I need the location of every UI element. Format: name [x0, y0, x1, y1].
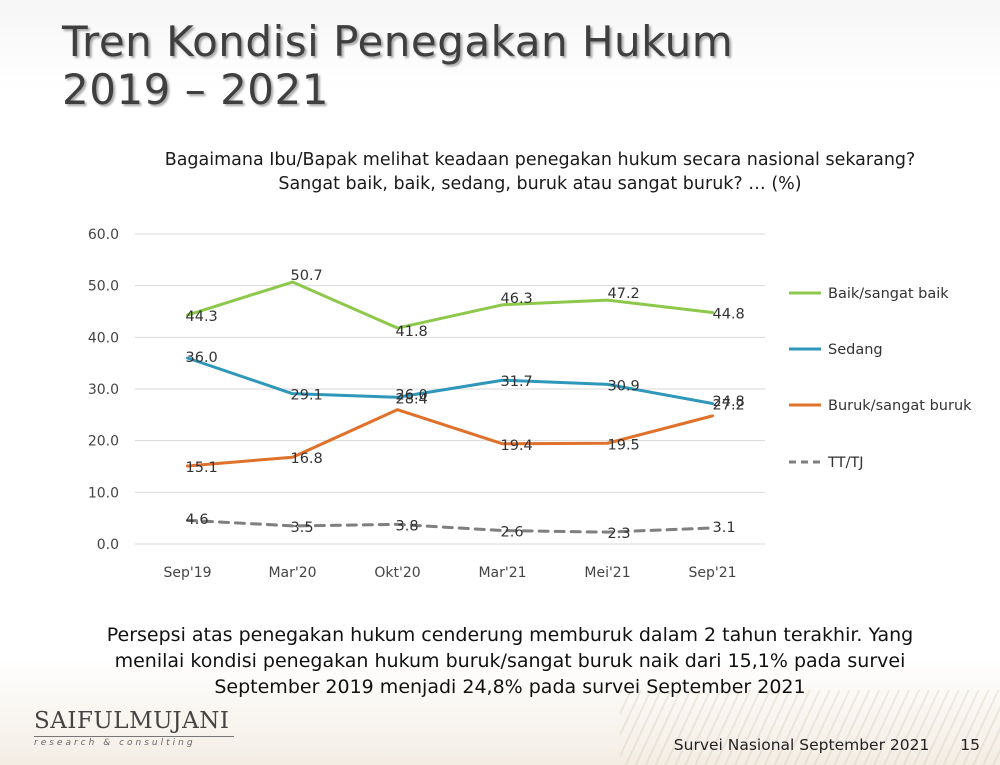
- data-label: 44.3: [186, 309, 218, 325]
- data-label: 15.1: [186, 460, 218, 476]
- page-number: 15: [960, 736, 980, 754]
- data-label: 29.1: [291, 388, 323, 404]
- legend-label: Sedang: [828, 342, 883, 358]
- footer: Survei Nasional September 2021 15: [674, 736, 980, 754]
- data-label: 26.0: [396, 388, 428, 404]
- y-tick-label: 30.0: [88, 382, 119, 398]
- logo-rule: [34, 736, 234, 737]
- title-line-1: Tren Kondisi Penegakan Hukum: [62, 17, 734, 66]
- x-tick-label: Mar'20: [268, 565, 316, 581]
- x-tick-label: Sep'21: [688, 565, 736, 581]
- legend-label: TT/TJ: [827, 455, 863, 471]
- y-tick-label: 20.0: [88, 434, 119, 450]
- logo-name: SAIFULMUJANI: [34, 708, 230, 734]
- data-label: 30.9: [608, 378, 640, 394]
- series-line: [186, 408, 714, 468]
- data-label: 19.4: [501, 438, 533, 454]
- page-title: Tren Kondisi Penegakan Hukum 2019 – 2021: [62, 18, 733, 114]
- x-tick-label: Mar'21: [478, 565, 526, 581]
- x-tick-label: Mei'21: [584, 565, 630, 581]
- data-label: 3.1: [713, 520, 736, 536]
- data-label: 47.2: [608, 286, 640, 302]
- question-line-2: Sangat baik, baik, sedang, buruk atau sa…: [278, 174, 802, 194]
- data-label: 4.6: [186, 512, 209, 528]
- survey-question: Bagaimana Ibu/Bapak melihat keadaan pene…: [80, 148, 1000, 196]
- data-label: 36.0: [186, 350, 218, 366]
- data-label: 31.7: [501, 374, 533, 390]
- series-line: [186, 356, 714, 405]
- legend-label: Buruk/sangat buruk: [828, 398, 972, 414]
- summary-note: Persepsi atas penegakan hukum cenderung …: [106, 624, 914, 698]
- decorative-pattern: [620, 690, 1000, 765]
- data-label: 3.5: [291, 520, 314, 536]
- y-tick-label: 0.0: [97, 537, 119, 553]
- y-tick-label: 10.0: [88, 485, 119, 501]
- footer-survey: Survei Nasional September 2021: [673, 736, 930, 754]
- data-label: 41.8: [396, 324, 428, 340]
- title-line-2: 2019 – 2021: [62, 65, 329, 114]
- data-label: 44.8: [713, 307, 745, 323]
- x-tick-label: Sep'19: [163, 565, 211, 581]
- data-label: 24.8: [713, 394, 745, 410]
- line-chart: 0.0 10.0 20.0 30.0 40.0 50.0 60.0 Sep'19 Mar'20 O…: [88, 227, 972, 581]
- data-label: 16.8: [291, 451, 323, 467]
- data-label: 3.8: [396, 518, 419, 534]
- logo: SAIFULMUJANI research & consulting: [34, 708, 234, 748]
- series-line: [186, 518, 714, 534]
- series-line: [186, 280, 714, 330]
- data-label: 2.3: [608, 526, 631, 542]
- data-label: 19.5: [608, 437, 640, 453]
- logo-subtitle: research & consulting: [34, 738, 196, 748]
- data-label: 27.2: [713, 397, 745, 413]
- y-tick-label: 60.0: [88, 227, 119, 243]
- legend-label: Baik/sangat baik: [828, 286, 949, 302]
- y-tick-label: 50.0: [88, 279, 119, 295]
- y-tick-label: 40.0: [88, 330, 119, 346]
- data-label: 50.7: [291, 268, 323, 284]
- data-label: 28.4: [396, 391, 428, 407]
- x-tick-label: Okt'20: [374, 565, 420, 581]
- question-line-1: Bagaimana Ibu/Bapak melihat keadaan pene…: [164, 150, 916, 170]
- data-label: 46.3: [501, 291, 533, 307]
- data-label: 2.6: [501, 525, 524, 541]
